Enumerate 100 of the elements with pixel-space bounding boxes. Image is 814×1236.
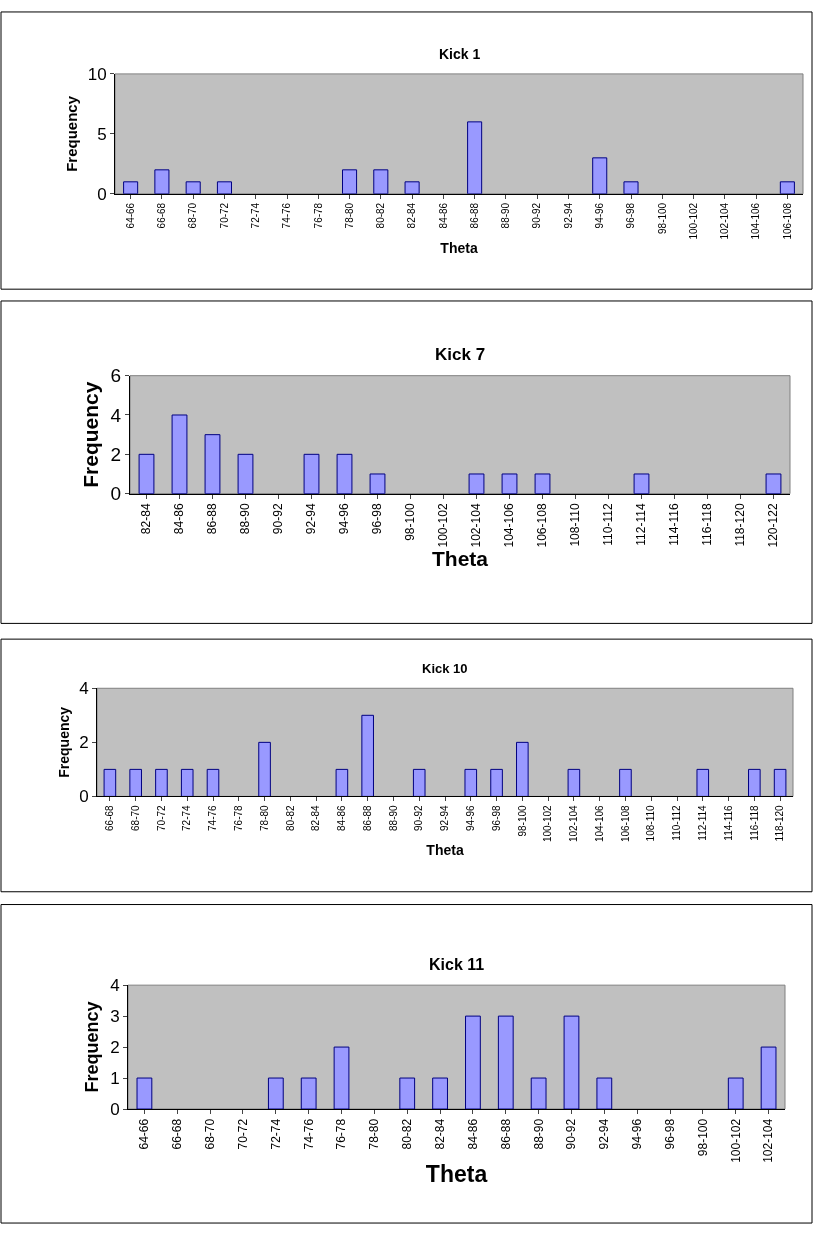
bar [171, 414, 188, 494]
bar [497, 1015, 514, 1109]
bar [530, 1077, 547, 1109]
y-tick-label: 4 [79, 679, 89, 699]
x-tick-label: 110-112 [601, 503, 616, 546]
bar [136, 1077, 153, 1109]
x-tick-label: 106-108 [619, 804, 631, 843]
x-tick-label: 94-96 [630, 1118, 645, 1150]
x-tick-label: 90-92 [413, 804, 425, 831]
x-tick-label: 90-92 [531, 202, 543, 229]
x-tick-label: 104-106 [593, 804, 605, 843]
x-tick-label: 88-90 [531, 1118, 546, 1150]
x-tick-label: 74-76 [301, 1118, 316, 1150]
x-tick-label: 86-88 [205, 503, 220, 535]
bar [399, 1077, 416, 1109]
bar [490, 768, 503, 797]
x-axis-title: Theta [431, 547, 489, 571]
y-tick-label: 0 [110, 1099, 120, 1119]
x-tick-label: 82-84 [310, 804, 322, 831]
bar [185, 181, 201, 194]
bar [154, 169, 170, 194]
bar [534, 473, 551, 494]
x-tick-label: 94-96 [465, 804, 477, 831]
bar [138, 453, 155, 494]
bar [623, 181, 639, 194]
x-tick-label: 114-116 [667, 503, 682, 546]
y-tick-label: 0 [97, 184, 107, 204]
x-tick-label: 98-100 [403, 503, 418, 541]
y-tick-label: 4 [110, 976, 120, 996]
x-tick-label: 70-72 [235, 1118, 250, 1150]
x-tick-label: 114-116 [722, 804, 734, 841]
bar [180, 768, 194, 797]
bar [633, 473, 650, 494]
bar [563, 1015, 580, 1109]
x-tick-label: 86-88 [498, 1118, 513, 1150]
y-tick-label: 1 [110, 1068, 120, 1088]
x-tick-label: 88-90 [387, 804, 399, 831]
bar [361, 714, 374, 797]
x-tick-label: 68-70 [187, 202, 199, 229]
bar [129, 768, 142, 797]
x-tick-label: 84-86 [465, 1118, 480, 1150]
x-tick-label: 76-78 [312, 202, 324, 229]
x-tick-label: 80-82 [375, 202, 387, 229]
x-tick-label: 98-100 [695, 1118, 710, 1157]
x-tick-label: 98-100 [516, 804, 528, 837]
x-tick-label: 92-94 [304, 503, 319, 535]
y-tick-label: 6 [110, 365, 122, 387]
x-tick-label: 90-92 [271, 503, 286, 535]
x-tick-label: 82-84 [139, 503, 154, 535]
x-tick-label: 104-106 [750, 202, 762, 240]
chart-title: Kick 7 [435, 345, 486, 364]
x-tick-label: 102-104 [719, 202, 731, 240]
x-tick-label: 116-118 [748, 804, 760, 841]
x-tick-label: 76-78 [334, 1118, 349, 1150]
x-tick-label: 70-72 [155, 804, 167, 831]
x-tick-label: 116-118 [700, 503, 715, 546]
x-tick-label: 64-66 [124, 202, 136, 229]
bar [267, 1077, 284, 1109]
x-tick-label: 94-96 [337, 503, 352, 535]
bar [596, 1077, 613, 1109]
chart-title: Kick 10 [422, 661, 468, 676]
x-tick-label: 98-100 [656, 202, 668, 234]
bar [335, 768, 349, 797]
x-tick-label: 96-98 [370, 503, 385, 535]
bar [432, 1077, 448, 1109]
x-tick-label: 84-86 [336, 804, 348, 831]
bar [765, 473, 782, 494]
x-axis-title: Theta [440, 239, 478, 256]
x-tick-label: 72-74 [249, 202, 261, 229]
x-tick-label: 96-98 [490, 804, 502, 831]
bar [336, 453, 353, 494]
x-tick-label: 92-94 [439, 804, 451, 831]
bar [373, 169, 389, 194]
bar [468, 473, 485, 494]
chart-title: Kick 11 [429, 956, 485, 973]
x-tick-label: 64-66 [137, 1118, 152, 1150]
x-tick-label: 72-74 [181, 804, 193, 831]
bar [465, 1015, 481, 1109]
bar [204, 434, 221, 494]
x-tick-label: 74-76 [281, 202, 293, 229]
x-tick-label: 86-88 [361, 804, 373, 831]
x-tick-label: 120-122 [766, 503, 781, 548]
x-tick-label: 72-74 [268, 1118, 283, 1150]
bar [501, 473, 518, 494]
bar [216, 181, 232, 194]
bar [516, 741, 529, 797]
bar [103, 768, 117, 797]
x-tick-label: 96-98 [625, 202, 637, 229]
bar [773, 768, 787, 797]
bar [464, 768, 478, 797]
x-tick-label: 118-120 [774, 804, 786, 842]
bar [592, 157, 608, 194]
x-tick-label: 78-80 [343, 202, 355, 229]
y-axis-title: Frequency [82, 1001, 103, 1093]
x-tick-label: 84-86 [437, 202, 449, 229]
x-tick-label: 70-72 [218, 202, 230, 229]
bar [567, 768, 581, 797]
x-tick-label: 68-70 [129, 804, 141, 831]
x-tick-label: 66-68 [104, 804, 116, 831]
x-tick-label: 100-102 [728, 1118, 743, 1163]
